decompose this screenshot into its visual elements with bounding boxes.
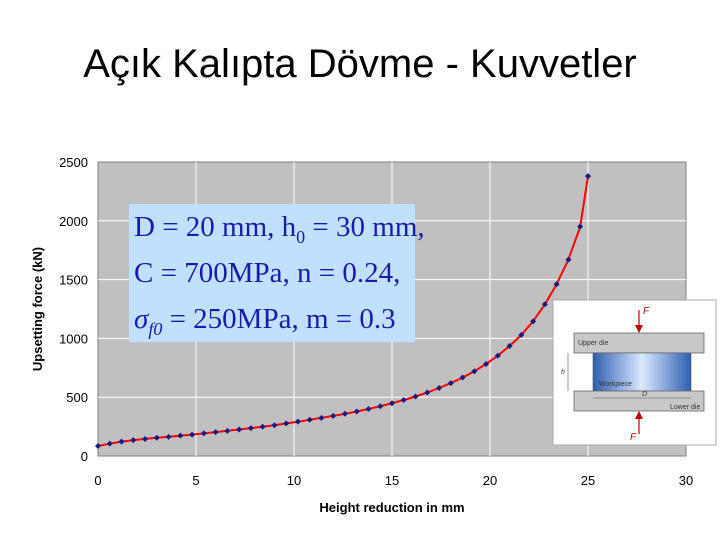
- data-point-marker: [494, 352, 501, 359]
- data-point-marker: [341, 410, 348, 417]
- data-point-marker: [530, 318, 537, 325]
- y-tick-labels: 0 500 1000 1500 2000 2500: [59, 155, 88, 464]
- x-tick-label: 30: [679, 473, 693, 488]
- formula-box-bg: [129, 204, 415, 342]
- x-tick-label: 15: [385, 473, 399, 488]
- data-point-marker: [459, 374, 466, 381]
- data-point-marker: [271, 422, 278, 429]
- formula-line-3-end: = 250MPa, m = 0.3: [162, 303, 395, 335]
- data-point-marker: [118, 438, 125, 445]
- data-point-marker: [283, 420, 290, 427]
- data-point-marker: [565, 256, 572, 263]
- data-point-marker: [142, 435, 149, 442]
- data-point-marker: [424, 389, 431, 396]
- data-point-marker: [95, 443, 101, 450]
- data-point-marker: [330, 412, 337, 419]
- formula-box: D = 20 mm, h0 = 30 mm, C = 700MPa, n = 0…: [129, 204, 425, 342]
- data-point-marker: [294, 418, 301, 425]
- data-point-marker: [259, 423, 266, 430]
- data-point-marker: [577, 223, 584, 230]
- data-point-marker: [247, 425, 254, 432]
- height-symbol: h: [561, 369, 565, 376]
- y-tick-label: 1000: [59, 331, 88, 346]
- data-point-marker: [436, 385, 443, 392]
- lower-die-label: Lower die: [670, 404, 700, 411]
- x-axis-title: Height reduction in mm: [319, 500, 464, 515]
- bottom-force-arrowhead: [635, 411, 643, 419]
- data-point-marker: [177, 432, 184, 439]
- formula-line-1-sub: 0: [296, 227, 305, 247]
- data-point-marker: [236, 426, 243, 433]
- y-tick-label: 1500: [59, 273, 88, 288]
- top-force-arrowhead: [635, 325, 643, 333]
- bottom-force-label: F: [630, 432, 637, 443]
- workpiece-shape: [592, 352, 692, 392]
- data-point-marker: [377, 403, 384, 410]
- data-point-marker: [483, 361, 490, 368]
- data-point-marker: [189, 431, 196, 438]
- data-point-marker: [106, 440, 113, 447]
- data-point-marker: [165, 433, 172, 440]
- diameter-symbol: D: [642, 391, 647, 398]
- series-markers: [95, 173, 591, 450]
- formula-line-3-sym: σ: [134, 303, 150, 335]
- formula-line-1: D = 20 mm, h0 = 30 mm,: [134, 211, 425, 247]
- data-point-marker: [200, 430, 207, 437]
- y-axis-title: Upsetting force (kN): [30, 247, 45, 371]
- data-point-marker: [353, 408, 360, 415]
- data-point-marker: [518, 331, 525, 338]
- data-point-marker: [412, 393, 419, 400]
- formula-line-1-text: D = 20 mm, h: [134, 211, 297, 243]
- formula-line-1-end: = 30 mm,: [305, 211, 424, 243]
- x-tick-labels: 0 5 10 15 20 25 30: [94, 473, 693, 488]
- x-tick-label: 25: [581, 473, 595, 488]
- top-force-label: F: [643, 306, 650, 317]
- x-tick-label: 5: [192, 473, 199, 488]
- formula-line-2: C = 700MPa, n = 0.24,: [134, 257, 400, 289]
- data-point-marker: [365, 405, 372, 412]
- data-point-marker: [153, 434, 160, 441]
- y-tick-label: 500: [66, 390, 88, 405]
- forging-schematic-inset: F F Upper die Workpiece Lower die h D: [552, 299, 717, 446]
- x-tick-label: 10: [287, 473, 301, 488]
- workpiece-label: Workpiece: [599, 381, 632, 388]
- data-point-marker: [471, 368, 478, 375]
- data-point-marker: [212, 429, 219, 436]
- data-point-marker: [224, 427, 231, 434]
- data-point-marker: [400, 397, 407, 404]
- data-point-marker: [130, 437, 137, 444]
- x-tick-label: 20: [483, 473, 497, 488]
- formula-line-3: σf0 = 250MPa, m = 0.3: [134, 303, 396, 339]
- slide-title: Açık Kalıpta Dövme - Kuvvetler: [83, 42, 637, 86]
- y-tick-label: 0: [81, 449, 88, 464]
- data-point-marker: [318, 414, 325, 421]
- upper-die-label: Upper die: [578, 340, 608, 347]
- data-point-marker: [553, 281, 560, 288]
- data-point-marker: [389, 400, 395, 407]
- data-point-marker: [306, 416, 313, 423]
- data-point-marker: [541, 301, 548, 308]
- formula-line-3-sub: f0: [148, 319, 162, 339]
- x-tick-label: 0: [94, 473, 101, 488]
- data-point-marker: [447, 380, 454, 387]
- data-point-marker: [506, 343, 513, 350]
- data-point-marker: [585, 173, 591, 180]
- y-tick-label: 2000: [59, 214, 88, 229]
- y-tick-label: 2500: [59, 155, 88, 170]
